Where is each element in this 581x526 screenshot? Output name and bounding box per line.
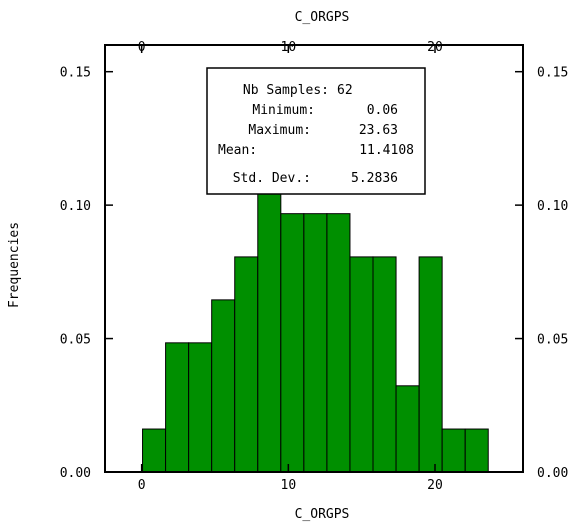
stats-value-maximum: 23.63 — [359, 123, 398, 138]
x-tick-label-bottom: 0 — [138, 478, 146, 493]
histogram-bar — [418, 256, 443, 473]
x-tick-label-bottom: 10 — [281, 478, 297, 493]
histogram-bar — [142, 428, 167, 473]
stats-value-mean: 11.4108 — [359, 143, 414, 158]
histogram-bars — [142, 170, 489, 473]
histogram-bar — [280, 213, 305, 473]
histogram-bar — [188, 342, 213, 473]
histogram-bar — [257, 170, 282, 473]
histogram-bar — [464, 428, 489, 473]
histogram-bar — [211, 299, 236, 473]
x-axis-label: C_ORGPS — [295, 507, 350, 522]
x-tick-label-top: 10 — [281, 40, 297, 55]
histogram-bar — [441, 428, 466, 473]
histogram-bar — [234, 256, 259, 473]
stats-label-maximum: Maximum: — [248, 123, 311, 138]
stats-value-minimum: 0.06 — [367, 103, 398, 118]
plot-frame — [104, 44, 524, 473]
stats-label-samples: Nb Samples: — [243, 83, 329, 98]
x-tick-label-top: 0 — [138, 40, 146, 55]
y-tick-label-right: 0.05 — [537, 333, 568, 348]
histogram-bar — [395, 385, 420, 473]
chart-title: C_ORGPS — [295, 10, 350, 25]
histogram-bar — [349, 256, 374, 473]
histogram-bar — [372, 256, 397, 473]
y-tick-label-left: 0.00 — [60, 466, 91, 481]
x-tick-label-bottom: 20 — [427, 478, 443, 493]
y-axis-label: Frequencies — [7, 222, 22, 308]
stats-value-stddev: 5.2836 — [351, 171, 398, 186]
y-tick-label-right: 0.00 — [537, 466, 568, 481]
stats-label-mean: Mean: — [218, 143, 257, 158]
histogram-bar — [165, 342, 190, 473]
y-tick-label-left: 0.15 — [60, 66, 91, 81]
y-tick-label-right: 0.10 — [537, 199, 568, 214]
stats-box: Nb Samples: 62 Minimum: 0.06 Maximum: 23… — [206, 67, 426, 195]
stats-label-stddev: Std. Dev.: — [233, 171, 311, 186]
y-tick-label-left: 0.10 — [60, 199, 91, 214]
stats-value-samples: 62 — [337, 83, 353, 98]
x-tick-label-top: 20 — [427, 40, 443, 55]
histogram-bar — [303, 213, 328, 473]
y-tick-label-right: 0.15 — [537, 66, 568, 81]
histogram-bar — [326, 213, 351, 473]
y-tick-label-left: 0.05 — [60, 333, 91, 348]
axes-ticks: 0 0 10 10 20 20 0.00 0.00 0.05 0.05 0.10 0.10 0.15 0.… — [60, 40, 569, 493]
stats-label-minimum: Minimum: — [252, 103, 315, 118]
